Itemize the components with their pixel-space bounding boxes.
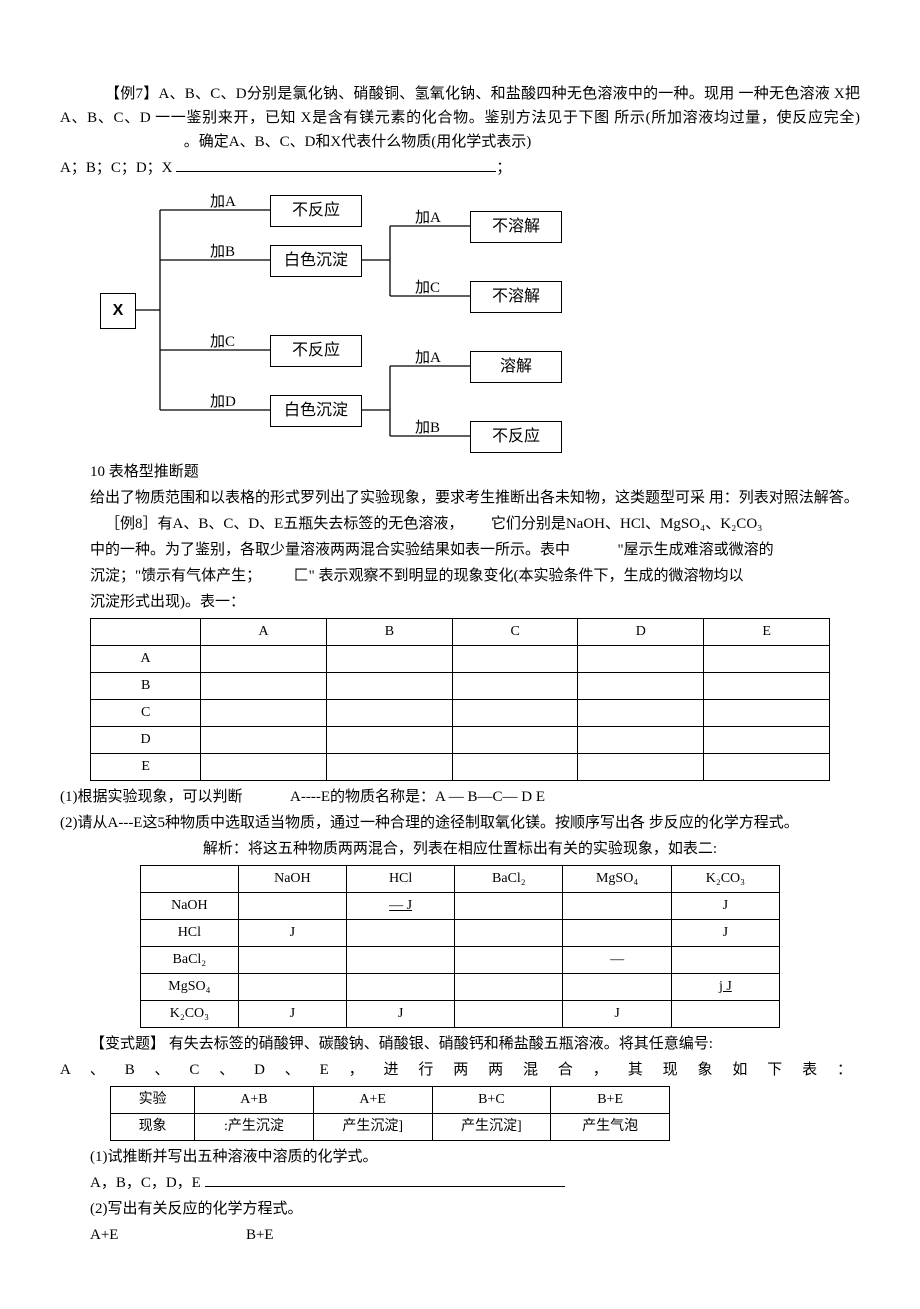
variant-spread: A 、 B 、 C 、 D 、 E ， 进 行 两 两 混 合 ， 其 现 象 … — [60, 1058, 860, 1082]
final-q1: (1)试推断并写出五种溶液中溶质的化学式。 — [60, 1145, 860, 1169]
ex8-l3a: 沉淀；"馈示有气体产生； — [90, 568, 261, 584]
table-1: A B C D E A B C D E — [90, 618, 830, 781]
tbl1-r0: A — [91, 646, 201, 673]
q2-line: (2)请从A---E这5种物质中选取适当物质，通过一种合理的途径制取氧化镁。按顺… — [60, 811, 860, 835]
lbl-l7: 加A — [415, 346, 441, 370]
final-q2b-line: A+E B+E — [60, 1223, 860, 1247]
final-q1b: A，B，C，D，E — [90, 1175, 201, 1191]
tbl1-header: A B C D E — [91, 619, 830, 646]
analysis-line: 解析：将这五种物质两两混合，列表在相应仕置标出有关的实验现象，如表二: — [60, 837, 860, 861]
box-r6: 不溶解 — [470, 281, 562, 313]
t3r1c0: 现象 — [111, 1114, 195, 1141]
t3r0c1: A+B — [195, 1087, 314, 1114]
q1b: A----E的物质名称是：A — B—C— D E — [290, 789, 545, 805]
t3r1c3: 产生沉淀] — [432, 1114, 551, 1141]
ex8-l2a: 中的一种。为了鉴别，各取少量溶液两两混合实验结果如表一所示。表中 — [90, 542, 570, 558]
box-r5: 不溶解 — [470, 211, 562, 243]
variant-title: 【变式题】 有失去标签的硝酸钾、碳酸钠、硝酸银、硝酸钙和稀盐酸五瓶溶液。将其任意… — [60, 1032, 860, 1056]
t2r0c0: NaOH — [141, 893, 239, 920]
table-3: 实验 A+B A+E B+C B+E 现象 :产生沉淀 产生沉淀] 产生沉淀] … — [110, 1086, 670, 1141]
ex8-line2: 中的一种。为了鉴别，各取少量溶液两两混合实验结果如表一所示。表中 "屋示生成难溶… — [60, 538, 860, 562]
flowchart: X 不反应 白色沉淀 不反应 白色沉淀 不溶解 不溶解 溶解 不反应 加A 加B… — [100, 188, 860, 448]
t3r1c1: :产生沉淀 — [195, 1114, 314, 1141]
ex8-l2b: "屋示生成难溶或微溶的 — [618, 542, 774, 558]
t2r4c0: K₂CO₃ — [141, 1001, 239, 1028]
t2h2: HCl — [346, 866, 454, 893]
final-q1b-line: A，B，C，D，E — [60, 1171, 860, 1195]
tbl1-r4: E — [91, 754, 201, 781]
t2h1: NaOH — [238, 866, 346, 893]
tbl1-h4: D — [578, 619, 704, 646]
sec10-p1: 给出了物质范围和以表格的形式罗列出了实验现象，要求考生推断出各未知物，这类题型可… — [60, 486, 860, 510]
tbl1-h0 — [91, 619, 201, 646]
q1-line: (1)根据实验现象，可以判断 A----E的物质名称是：A — B—C— D E — [60, 785, 860, 809]
lbl-l8: 加B — [415, 416, 440, 440]
box-r8: 不反应 — [470, 421, 562, 453]
blank — [176, 156, 496, 172]
final-q2: (2)写出有关反应的化学方程式。 — [60, 1197, 860, 1221]
box-r2: 白色沉淀 — [270, 245, 362, 277]
ex8-line1: ［例8］有A、B、C、D、E五瓶失去标签的无色溶液， 它们分别是NaOH、HCl… — [60, 512, 860, 536]
t3r0c3: B+C — [432, 1087, 551, 1114]
lbl-l4: 加D — [210, 390, 236, 414]
t2h3: BaCl₂ — [455, 866, 563, 893]
lbl-l6: 加C — [415, 276, 440, 300]
blank2 — [205, 1171, 565, 1187]
t3r1c2: 产生沉淀] — [313, 1114, 432, 1141]
ex8-line3: 沉淀；"馈示有气体产生； 匚" 表示观察不到明显的现象变化(本实验条件下，生成的… — [60, 564, 860, 588]
final-q2b: A+E — [90, 1227, 118, 1243]
t2h5: K₂CO₃ — [671, 866, 779, 893]
t3r0c0: 实验 — [111, 1087, 195, 1114]
box-r1: 不反应 — [270, 195, 362, 227]
t2r2c0: BaCl₂ — [141, 947, 239, 974]
sec10-heading: 10 表格型推断题 — [60, 460, 860, 484]
t2r1c0: HCl — [141, 920, 239, 947]
tbl1-h1: A — [201, 619, 327, 646]
tbl1-r3: D — [91, 727, 201, 754]
box-r4: 白色沉淀 — [270, 395, 362, 427]
ex8-line4: 沉淀形式出现)。表一： — [60, 590, 860, 614]
tbl1-h5: E — [704, 619, 830, 646]
t3r1c4: 产生气泡 — [551, 1114, 670, 1141]
tbl1-h3: C — [452, 619, 578, 646]
final-q2c: B+E — [246, 1227, 274, 1243]
lbl-l5: 加A — [415, 206, 441, 230]
box-r7: 溶解 — [470, 351, 562, 383]
t2r3c0: MgSO₄ — [141, 974, 239, 1001]
tbl1-r2: C — [91, 700, 201, 727]
ex7-title: 【例7】A、B、C、D分别是氯化钠、硝酸铜、氢氧化钠、和盐酸四种无色溶液中的一种… — [60, 86, 860, 126]
t3r0c4: B+E — [551, 1087, 670, 1114]
box-r3: 不反应 — [270, 335, 362, 367]
ex7-tail: 。确定A、B、C、D和X代表什么物质(用化学式表示) — [184, 134, 532, 150]
t2h4: MgSO₄ — [563, 866, 671, 893]
lbl-l1: 加A — [210, 190, 236, 214]
ex7-answer-prefix: A；B；C；D；X — [60, 160, 173, 176]
t3r0c2: A+E — [313, 1087, 432, 1114]
ex7-text: 【例7】A、B、C、D分别是氯化钠、硝酸铜、氢氧化钠、和盐酸四种无色溶液中的一种… — [60, 82, 860, 154]
table-2: NaOH HCl BaCl₂ MgSO₄ K₂CO₃ NaOH— JJ HClJ… — [140, 865, 780, 1028]
tbl1-h2: B — [326, 619, 452, 646]
tbl1-r1: B — [91, 673, 201, 700]
lbl-l2: 加B — [210, 240, 235, 264]
ex7-answer-line: A；B；C；D；X ； — [60, 156, 860, 180]
t2h0 — [141, 866, 239, 893]
ex8-l1a: ［例8］有A、B、C、D、E五瓶失去标签的无色溶液， — [105, 516, 463, 532]
ex8-l3b: 匚" 表示观察不到明显的现象变化(本实验条件下，生成的微溶物均以 — [294, 568, 744, 584]
q1a: (1)根据实验现象，可以判断 — [60, 789, 243, 805]
lbl-l3: 加C — [210, 330, 235, 354]
ex8-l1b: 它们分别是NaOH、HCl、MgSO₄、K₂CO₃ — [491, 516, 763, 532]
node-x: X — [100, 293, 136, 329]
